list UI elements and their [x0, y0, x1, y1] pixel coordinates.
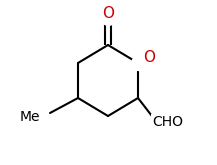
Text: O: O — [143, 50, 155, 66]
Text: CHO: CHO — [152, 115, 183, 129]
Text: O: O — [102, 6, 114, 21]
Text: Me: Me — [20, 110, 41, 124]
